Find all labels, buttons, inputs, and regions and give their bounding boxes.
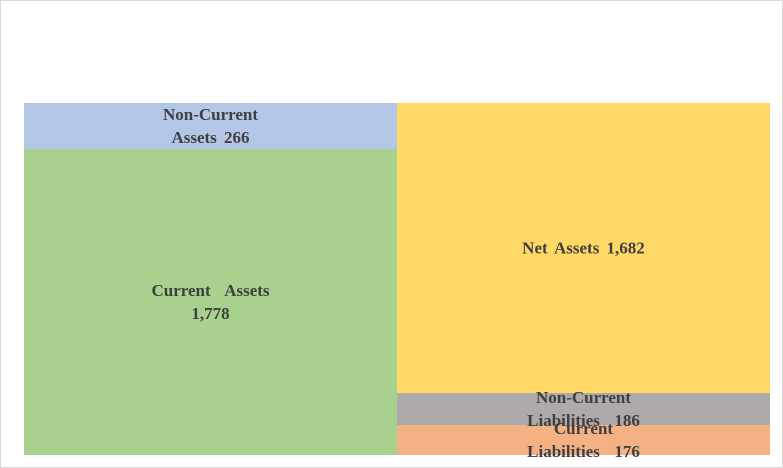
data-label-net-assets: Net Assets 1,682 <box>522 238 645 258</box>
data-label-non-current-assets: Non-Current Assets 266 <box>162 104 259 147</box>
data-label-current-liabilities: Current Liabilities 176 <box>527 418 640 461</box>
segment-current-assets <box>24 148 397 455</box>
data-label-current-assets: Current Assets 1,778 <box>151 280 270 323</box>
segment-net-assets <box>397 103 770 393</box>
segment-non-current-liabilities <box>397 392 770 425</box>
segment-non-current-assets <box>24 103 397 149</box>
plot-area: Current Assets 1,778 Non-Current Assets 2… <box>24 103 770 461</box>
data-label-non-current-liabilities: Non-Current Liabilities 186 <box>527 387 640 430</box>
segment-current-liabilities <box>397 424 770 455</box>
